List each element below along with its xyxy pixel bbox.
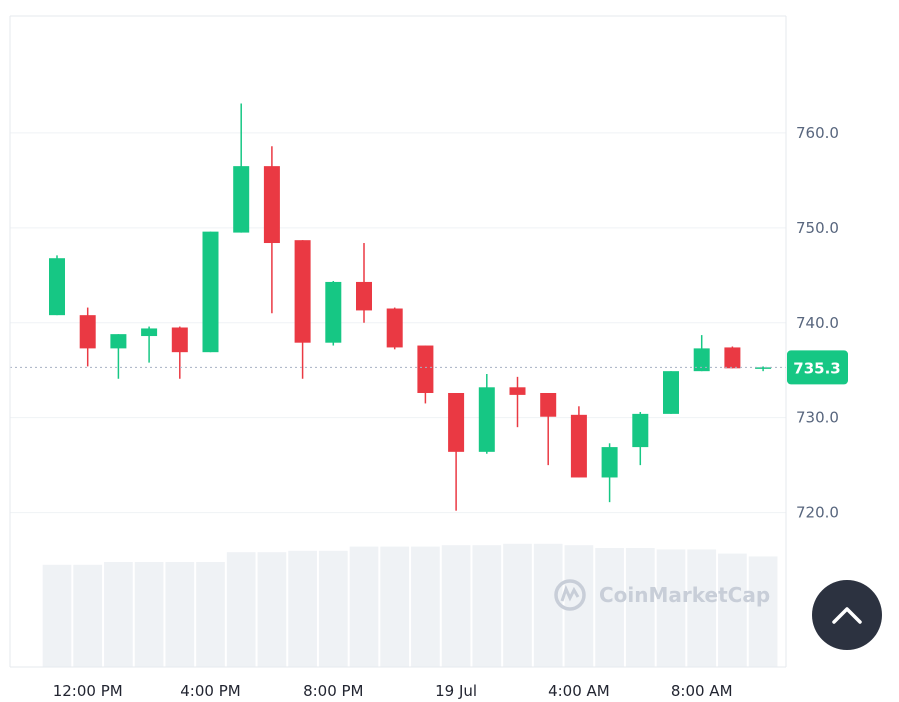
- candle: [386, 307, 403, 350]
- candle-body: [693, 348, 710, 372]
- candle: [417, 345, 434, 404]
- x-tick-label: 4:00 AM: [548, 682, 610, 700]
- x-axis-labels: 12:00 PM 4:00 PM 8:00 PM 19 Jul 4:00 AM 8:00 …: [53, 682, 733, 700]
- volume-bar: [533, 543, 563, 667]
- candle-body: [632, 413, 649, 448]
- candle-body: [79, 315, 96, 349]
- candle: [325, 280, 342, 346]
- volume-bar: [165, 562, 195, 667]
- volume-bar: [226, 552, 256, 667]
- candle: [49, 255, 65, 316]
- volume-bar: [73, 564, 103, 667]
- candle: [171, 326, 188, 379]
- volume-bar: [42, 564, 72, 667]
- candle-body: [570, 414, 587, 478]
- coinmarketcap-watermark: CoinMarketCap: [554, 579, 770, 611]
- candle: [263, 146, 280, 314]
- volume-bar: [318, 550, 348, 667]
- candle: [601, 443, 618, 503]
- volume-bar: [411, 546, 440, 667]
- candle-body: [110, 334, 127, 349]
- candle-body: [540, 392, 557, 417]
- candles: [49, 103, 772, 511]
- candle-body: [509, 387, 526, 395]
- candle-body: [49, 258, 65, 316]
- current-price-tag-bg: [787, 350, 848, 385]
- y-tick-label: 730.0: [796, 409, 839, 427]
- volume-bar: [595, 548, 624, 667]
- candle: [202, 231, 219, 353]
- candle-body: [478, 387, 495, 452]
- candle-body: [724, 347, 741, 369]
- volume-bar: [656, 549, 686, 667]
- candle: [509, 376, 526, 428]
- candle-body: [417, 345, 434, 393]
- volume-bar: [380, 546, 410, 667]
- volume-bar: [134, 562, 164, 667]
- chart-frame: [9, 15, 787, 668]
- x-tick-label: 8:00 PM: [303, 682, 363, 700]
- candle-body: [202, 231, 219, 353]
- candle: [755, 366, 772, 372]
- candle: [79, 307, 96, 367]
- candle: [294, 240, 311, 379]
- candle-body: [233, 166, 250, 233]
- volume-bar: [196, 562, 225, 667]
- volume-bars: [42, 543, 778, 667]
- x-tick-label: 8:00 AM: [671, 682, 733, 700]
- candle: [693, 335, 710, 372]
- candle-body: [448, 392, 465, 452]
- current-price-tag: 735.3: [787, 350, 848, 385]
- candle-body: [601, 447, 618, 478]
- candle: [110, 334, 127, 379]
- volume-bar: [441, 545, 471, 667]
- volume-bar: [503, 543, 532, 667]
- coinmarketcap-logo-icon: [554, 579, 586, 611]
- candle: [233, 103, 250, 233]
- candle: [724, 346, 741, 369]
- candle-body: [356, 281, 372, 311]
- volume-bar: [257, 552, 287, 667]
- candle-body: [663, 371, 679, 414]
- y-tick-label: 750.0: [796, 219, 839, 237]
- candle-body: [171, 327, 188, 353]
- candle-body: [141, 328, 158, 337]
- candle: [448, 392, 465, 511]
- y-tick-label: 740.0: [796, 314, 839, 332]
- y-axis-labels: 760.0 750.0 740.0 730.0 720.0: [796, 124, 839, 522]
- volume-bar: [687, 549, 717, 667]
- watermark-text: CoinMarketCap: [599, 583, 770, 607]
- y-tick-label: 720.0: [796, 504, 839, 522]
- volume-bar: [104, 562, 133, 667]
- x-tick-label: 19 Jul: [435, 682, 477, 700]
- candle-body: [325, 281, 342, 343]
- volume-bar: [288, 550, 317, 667]
- candle-body: [755, 367, 772, 369]
- x-tick-label: 4:00 PM: [180, 682, 240, 700]
- candle: [570, 406, 587, 478]
- candle-body: [386, 308, 403, 348]
- candle: [141, 326, 158, 363]
- candle: [663, 371, 679, 414]
- candle-body: [294, 240, 311, 343]
- volume-bar: [748, 556, 778, 667]
- scroll-to-top-button[interactable]: [812, 580, 882, 650]
- candle-body: [263, 166, 280, 244]
- volume-bar: [718, 553, 747, 667]
- candle: [478, 374, 495, 454]
- candle: [540, 392, 557, 466]
- x-tick-label: 12:00 PM: [53, 682, 123, 700]
- volume-bar: [472, 545, 502, 667]
- chevron-up-icon: [832, 607, 862, 624]
- volume-bar: [625, 548, 655, 667]
- current-price-value: 735.3: [793, 359, 840, 377]
- candle: [356, 243, 372, 323]
- candle: [632, 411, 649, 466]
- y-tick-label: 760.0: [796, 124, 839, 142]
- volume-bar: [349, 546, 379, 667]
